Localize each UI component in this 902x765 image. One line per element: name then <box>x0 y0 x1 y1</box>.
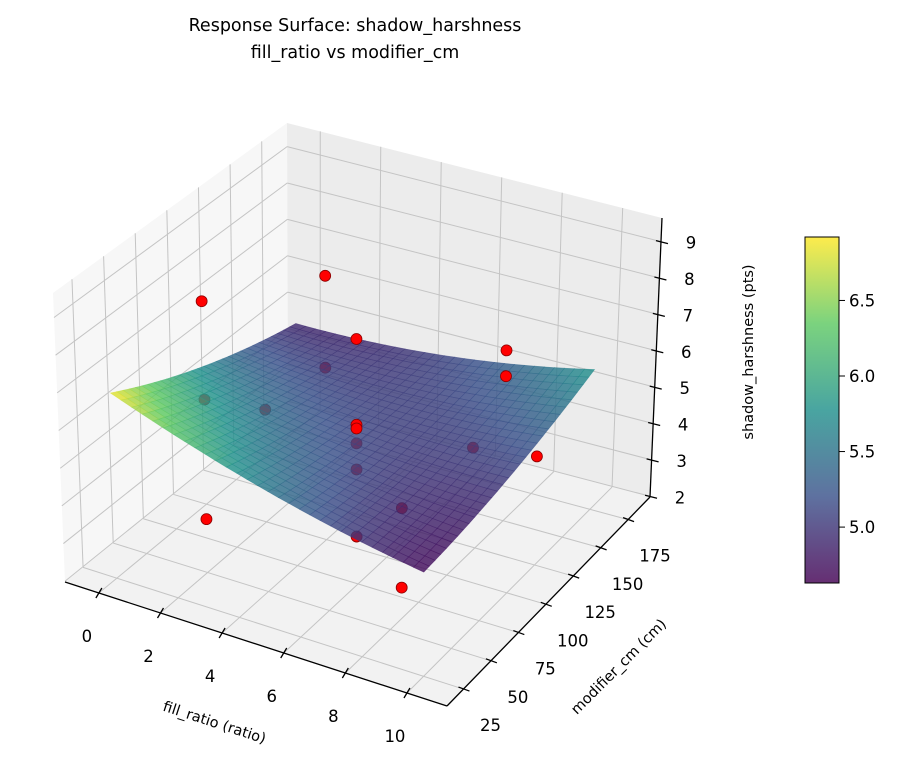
colorbar-gradient <box>804 236 840 584</box>
left-wall-grid-z <box>58 255 288 431</box>
data-point <box>350 333 363 345</box>
x-tick-mark <box>403 687 411 699</box>
x-tick-mark <box>95 587 103 599</box>
left-wall-grid-y <box>103 256 114 544</box>
z-tick-mark <box>654 276 667 281</box>
data-point <box>350 422 363 435</box>
z-tick-label: 2 <box>675 488 686 507</box>
z-tick-mark <box>651 349 664 354</box>
floor-grid-y <box>173 493 546 605</box>
x-axis-label: fill_ratio (ratio) <box>161 699 268 747</box>
z-tick-label: 8 <box>684 270 695 289</box>
surface-patch <box>412 561 430 573</box>
floor-grid-y <box>143 518 519 634</box>
floor-grid-y <box>113 542 492 662</box>
data-point <box>531 450 543 463</box>
colorbar-tick-label: 6.5 <box>849 291 875 310</box>
floor-grid-x <box>344 471 555 674</box>
x-axis-line <box>64 581 448 707</box>
floor-grid-y <box>82 566 464 690</box>
left-wall-grid-z <box>53 146 288 318</box>
colorbar-tick-label: 6.0 <box>849 367 875 386</box>
data-point <box>319 269 332 282</box>
z-tick-label: 7 <box>683 306 694 325</box>
left-wall-grid-y <box>134 233 144 519</box>
floor-grid-x <box>406 486 613 694</box>
back-wall-grid-x <box>611 208 624 488</box>
x-tick-mark <box>280 647 288 659</box>
z-axis-label: shadow_harshness (pts) <box>741 264 757 439</box>
axis-lines <box>64 217 669 707</box>
data-point <box>500 344 513 357</box>
z-tick-mark <box>652 312 666 318</box>
y-tick-mark <box>458 686 470 692</box>
z-tick-mark <box>648 421 661 427</box>
z-tick-label: 6 <box>681 343 692 362</box>
back-wall-grid-z <box>287 255 657 352</box>
left-wall-grid-z <box>55 182 288 356</box>
y-tick-mark <box>622 516 635 523</box>
x-tick-mark <box>341 667 349 679</box>
left-wall-grid-y <box>71 279 84 568</box>
x-tick-label: 6 <box>266 687 277 706</box>
chart-title-line-2: fill_ratio vs modifier_cm <box>251 43 460 63</box>
chart-title-line-1: Response Surface: shadow_harshness <box>189 16 522 36</box>
colorbar-tick-label: 5.0 <box>849 518 875 537</box>
z-tick-label: 9 <box>686 234 697 253</box>
y-tick-label: 75 <box>535 660 556 679</box>
back-wall-grid-z <box>286 146 662 243</box>
y-axis-line <box>446 496 651 707</box>
z-axis-line <box>649 217 663 498</box>
z-tick-label: 4 <box>678 416 689 435</box>
y-tick-label: 100 <box>557 631 589 650</box>
left-wall-grid-z <box>56 218 288 394</box>
data-point <box>395 581 408 594</box>
y-tick-label: 175 <box>639 547 671 566</box>
y-tick-label: 125 <box>584 603 616 622</box>
left-wall-grid-y <box>166 210 174 495</box>
y-tick-label: 150 <box>612 575 644 594</box>
z-tick-mark <box>649 385 662 390</box>
y-tick-mark <box>485 658 498 664</box>
data-point <box>500 370 512 383</box>
y-tick-label: 25 <box>480 716 501 735</box>
back-wall-grid-z <box>287 218 658 315</box>
z-tick-label: 3 <box>676 452 687 471</box>
x-tick-label: 0 <box>82 627 93 646</box>
response-surface <box>109 323 596 573</box>
colorbar-ticks: 5.0 5.5 6.0 6.5 <box>839 291 875 537</box>
y-tick-mark <box>513 629 525 636</box>
back-wall-grid-z <box>287 182 660 279</box>
z-tick-label: 5 <box>679 379 690 398</box>
x-tick-label: 8 <box>328 707 339 726</box>
y-tick-mark <box>540 601 552 607</box>
x-tick-label: 4 <box>205 667 216 686</box>
data-point <box>195 295 208 308</box>
points-above-surface <box>195 269 513 435</box>
y-tick-label: 50 <box>507 688 528 707</box>
z-tick-mark <box>646 458 659 463</box>
colorbar-tick-label: 5.5 <box>849 443 875 462</box>
colorbar: 5.0 5.5 6.0 6.5 <box>804 236 875 584</box>
z-tick-mark <box>655 240 669 245</box>
x-tick-mark <box>218 627 226 639</box>
y-tick-mark <box>595 545 607 551</box>
y-tick-mark <box>567 573 580 579</box>
z-tick-mark <box>644 494 658 499</box>
x-tick-label: 2 <box>143 647 154 666</box>
x-tick-label: 10 <box>384 727 405 746</box>
data-point <box>200 513 213 526</box>
x-tick-mark <box>156 607 165 619</box>
back-wall-grid-x <box>553 192 563 472</box>
